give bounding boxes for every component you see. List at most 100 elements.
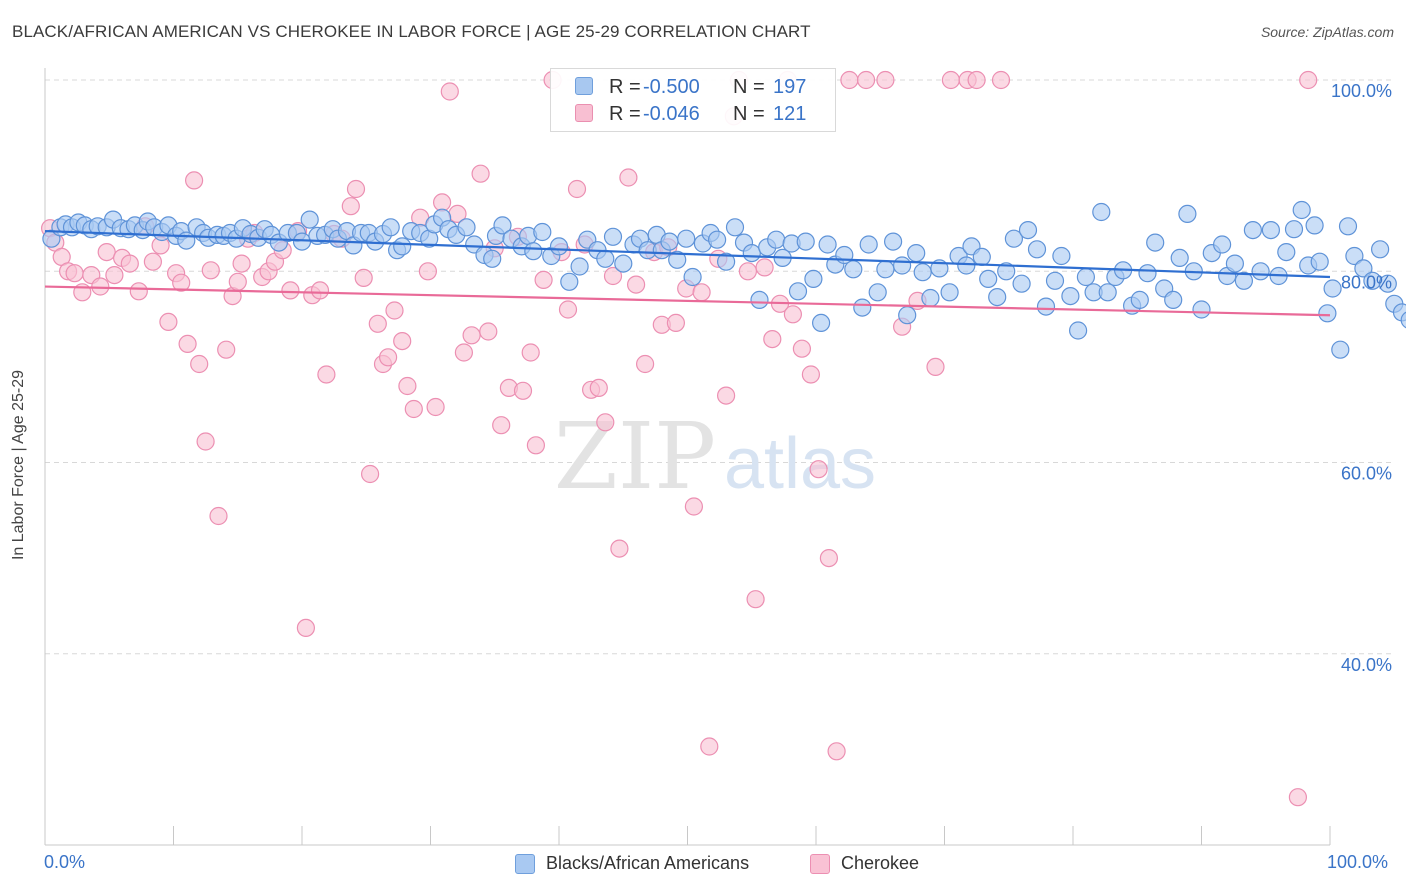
- y-tick-label-60: 60.0%: [1341, 464, 1392, 484]
- blacks-point: [1370, 240, 1390, 259]
- cherokee-point: [201, 261, 220, 280]
- cherokee-point: [361, 464, 380, 484]
- blacks-point: [1061, 287, 1080, 306]
- blacks-point: [614, 254, 633, 273]
- blacks-point: [1170, 248, 1189, 267]
- blacks-point: [457, 218, 476, 237]
- cherokee-point: [440, 82, 459, 101]
- cherokee-point: [567, 179, 587, 199]
- cherokee-point: [379, 348, 398, 367]
- legend-swatch-pink: [575, 104, 593, 122]
- cherokee-point: [91, 277, 110, 296]
- series-blacks-african-americans: [42, 200, 1406, 359]
- cherokee-point: [404, 399, 423, 419]
- blacks-point: [907, 244, 926, 263]
- y-tick-labels: 40.0% 60.0% 80.0% 100.0%: [1331, 81, 1392, 675]
- cherokee-trend-line: [44, 285, 1331, 317]
- cherokee-point: [232, 254, 251, 273]
- blacks-point: [1305, 216, 1324, 235]
- legend-swatch-cherokee: [810, 854, 830, 874]
- blacks-point: [972, 247, 991, 266]
- cherokee-point: [129, 282, 148, 301]
- cherokee-point: [1299, 70, 1318, 90]
- blacks-point: [677, 229, 696, 248]
- cherokee-point: [228, 272, 247, 291]
- cherokee-point: [454, 343, 473, 362]
- legend-n-label: N =: [733, 103, 765, 125]
- blacks-point: [1400, 311, 1406, 329]
- blacks-point: [921, 288, 940, 308]
- blacks-point: [707, 230, 727, 249]
- cherokee-point: [763, 330, 782, 349]
- blacks-point: [818, 235, 837, 254]
- blacks-point: [1068, 321, 1088, 340]
- y-tick-label-100: 100.0%: [1331, 81, 1392, 101]
- cherokee-point: [596, 413, 615, 432]
- blacks-point: [1310, 252, 1329, 271]
- series-legend: Blacks/African Americans Cherokee: [0, 852, 1406, 880]
- cherokee-point: [354, 268, 373, 287]
- cherokee-point: [368, 314, 387, 333]
- blacks-point: [1036, 297, 1056, 316]
- blacks-point: [1225, 254, 1245, 273]
- cherokee-point: [967, 70, 986, 90]
- blacks-point: [1004, 229, 1024, 248]
- cherokee-point: [426, 397, 445, 417]
- blacks-point: [1130, 290, 1149, 309]
- cherokee-point: [926, 357, 945, 376]
- blacks-point: [493, 216, 512, 235]
- legend-row-blue: R = -0.500 N = 197: [551, 74, 835, 100]
- cherokee-point: [666, 313, 686, 332]
- blacks-point: [1052, 246, 1071, 266]
- blacks-point: [1012, 274, 1031, 293]
- blacks-point: [1178, 204, 1197, 223]
- blacks-point: [549, 237, 569, 256]
- blacks-point: [1234, 271, 1254, 290]
- cherokee-point: [178, 334, 197, 353]
- cherokee-point: [1288, 788, 1308, 807]
- x-tick-label-max: 100.0%: [1327, 852, 1389, 872]
- cherokee-point: [700, 737, 719, 756]
- legend-label-cherokee: Cherokee: [841, 853, 920, 873]
- blacks-point: [940, 283, 959, 302]
- cherokee-point: [684, 497, 704, 516]
- blacks-trend-line: [44, 229, 1331, 279]
- axes: [44, 68, 1331, 846]
- cherokee-point: [471, 164, 490, 183]
- cherokee-point: [558, 300, 578, 319]
- blacks-point: [1292, 200, 1311, 220]
- blacks-point: [957, 256, 976, 275]
- legend-r-value-blue: -0.500: [643, 76, 700, 98]
- grid-lines: [45, 79, 1395, 655]
- blacks-point: [913, 263, 932, 282]
- blacks-point: [524, 242, 543, 261]
- cherokee-point: [692, 283, 711, 302]
- cherokee-point: [310, 281, 330, 300]
- blacks-point: [1098, 283, 1117, 302]
- blacks-point: [1345, 246, 1364, 266]
- blacks-point: [1045, 271, 1065, 290]
- cherokee-point: [143, 252, 162, 271]
- blacks-point: [853, 298, 872, 317]
- blacks-point: [1212, 235, 1232, 254]
- cherokee-point: [185, 171, 204, 190]
- legend-r-label: R =: [609, 76, 641, 98]
- legend-n-value-pink: 121: [773, 103, 807, 125]
- cherokee-point: [801, 365, 821, 384]
- cherokee-point: [296, 618, 315, 638]
- blacks-point: [892, 256, 912, 275]
- cherokee-point: [603, 266, 623, 286]
- blacks-point: [1251, 262, 1270, 281]
- cherokee-point: [619, 168, 638, 187]
- cherokee-point: [521, 343, 540, 362]
- blacks-point: [1318, 304, 1337, 323]
- chart-title: BLACK/AFRICAN AMERICAN VS CHEROKEE IN LA…: [12, 22, 811, 41]
- cherokee-point: [385, 301, 404, 320]
- cherokee-point: [196, 432, 215, 451]
- cherokee-point: [120, 254, 139, 273]
- watermark: ZIP atlas: [554, 403, 876, 510]
- cherokee-point: [526, 436, 546, 455]
- cherokee-point: [217, 340, 236, 359]
- blacks-point: [1284, 220, 1304, 239]
- cherokee-point: [589, 378, 608, 397]
